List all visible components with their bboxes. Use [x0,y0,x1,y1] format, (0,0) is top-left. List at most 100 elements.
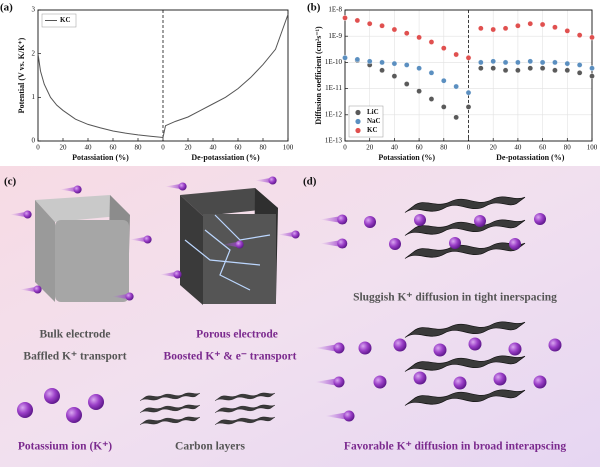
point [453,83,459,90]
point [552,59,558,66]
point [478,25,484,32]
legend-box [41,13,77,28]
y-tick-label: 1 [32,93,36,101]
x-tick-label: 40 [210,144,218,152]
point [440,77,447,84]
point [416,34,422,41]
point [539,59,546,66]
point [379,59,385,66]
ion-legend [17,388,104,423]
caption: Baffled K⁺ transport [23,351,126,363]
x-tick-label: 40 [514,144,522,152]
panel-label: (b) [307,2,321,14]
point [366,58,373,65]
x-tick-label: 20 [60,144,68,152]
point [515,67,521,74]
x-tick-label: 20 [366,144,374,152]
y-axis-label: Diffusion coefficient (cm²s⁻¹) [314,26,323,125]
x-tick-label: 80 [135,144,143,152]
panel-label: (d) [303,176,317,188]
x-axis-label: Potassiation (%) [72,153,129,162]
point [552,24,558,31]
x-tick-label: 100 [587,144,598,152]
y-tick-label: 1E-11 [325,84,342,92]
y-axis-label: Potential (V vs. K/K⁺) [17,37,26,113]
point [576,70,583,76]
x-tick-label: 80 [440,144,448,152]
bulk-cube [10,185,152,302]
x-axis-label: Potassiation (%) [378,153,435,162]
point [564,60,571,67]
caption: Potassium ion (K⁺) [18,441,112,453]
point [564,67,571,74]
x-tick-label: 60 [235,144,243,152]
x-axis-label: De-potassiation (%) [191,153,260,162]
charts: (a) 0 1 2 3 0 20 40 60 80 0 20 40 60 80 100 Potassiation… [0,2,598,162]
point [576,62,583,68]
y-tick-label: 1E-13 [325,137,343,145]
point [539,65,546,72]
x-tick-label: 80 [260,144,268,152]
legend-label: KC [60,16,71,24]
x-tick-label: 100 [283,144,294,152]
x-tick-label: 0 [467,144,471,152]
panel-label: (a) [0,2,13,14]
point [527,65,534,72]
x-tick-label: 0 [161,144,165,152]
x-tick-label: 40 [391,144,399,152]
point [403,81,410,87]
point [527,58,534,65]
point [502,67,509,74]
point [379,22,385,29]
point [391,26,398,33]
point [490,26,497,33]
point [589,73,595,79]
caption: Boosted K⁺ & e⁻ transport [164,351,297,363]
legend-box [348,105,384,138]
point [342,54,348,61]
caption: Bulk electrode [39,329,110,341]
panel-label: (c) [4,176,17,188]
point [502,59,509,66]
point [416,88,422,94]
point [465,54,472,61]
point [589,65,595,72]
x-tick-label: 60 [110,144,118,152]
x-tick-label: 60 [416,144,424,152]
point [478,65,484,72]
point [576,32,583,38]
series-line [37,14,289,139]
y-tick-label: 2 [32,49,36,57]
point [440,104,447,110]
legend-swatch [355,109,361,116]
x-tick-label: 0 [343,144,347,152]
x-tick-label: 80 [564,144,572,152]
point [478,59,484,66]
point [391,60,398,67]
point [354,56,361,63]
y-tick-label: 1E-10 [325,58,343,66]
point [403,30,410,37]
porous-cube [160,176,300,305]
point [589,34,595,41]
point [428,96,435,102]
caption: Porous electrode [196,329,278,341]
legend-swatch [355,118,361,125]
tight-layers [320,196,546,260]
legend-label: KC [367,126,378,134]
point [502,25,509,32]
x-tick-label: 20 [185,144,193,152]
point [490,65,497,72]
point [490,58,497,65]
y-tick-label: 1E-12 [325,110,343,118]
point [552,67,558,74]
point [416,65,422,72]
x-tick-label: 60 [539,144,547,152]
point [391,73,398,79]
point [428,70,435,76]
y-tick-label: 1E-8 [328,6,342,14]
point [440,45,447,51]
point [354,17,361,24]
